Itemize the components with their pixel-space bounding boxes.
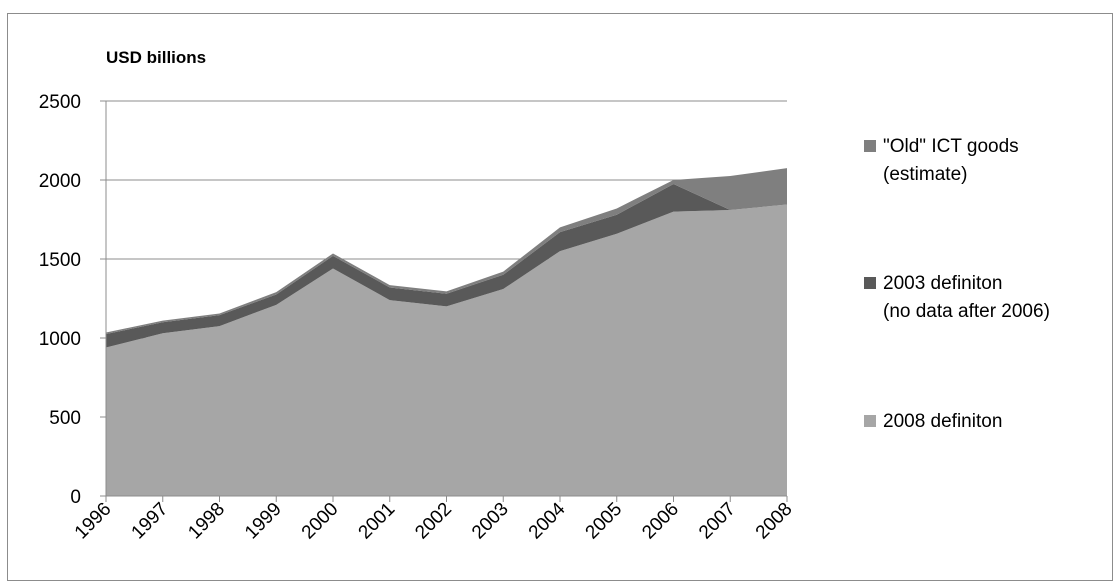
x-tick-label: 2002	[411, 499, 456, 544]
y-tick-label: 1000	[39, 329, 81, 350]
x-tick-labels: 1996 1997 1998 1999 2000 2001 2002 2003 2004 2005…	[71, 498, 797, 543]
y-tick-label: 500	[49, 408, 81, 429]
area-series-2	[106, 168, 787, 335]
legend-swatch	[864, 140, 876, 152]
legend-swatch	[864, 277, 876, 289]
y-tick-label: 2000	[39, 171, 81, 192]
legend-label: 2008 definiton	[883, 411, 1002, 432]
y-tick-labels: 0 500 1000 1500 2000 2500	[39, 92, 81, 508]
x-tick-label: 2005	[582, 499, 627, 544]
x-tick-label: 2007	[695, 499, 740, 544]
x-tick-label: 2008	[752, 499, 797, 544]
legend-swatch	[864, 415, 876, 427]
axes	[100, 100, 788, 502]
x-tick-label: 2006	[638, 499, 683, 544]
x-tick-label: 2000	[298, 499, 343, 544]
x-tick-label: 2004	[525, 498, 570, 543]
area-series-0	[106, 204, 787, 497]
x-tick-label: 2003	[468, 499, 513, 544]
y-tick-label: 0	[70, 487, 81, 508]
legend-label: 2003 definiton (no data after 2006)	[883, 273, 1050, 322]
x-tick-label: 2001	[355, 499, 400, 544]
y-tick-label: 1500	[39, 250, 81, 271]
area-series	[106, 168, 787, 497]
y-tick-label: 2500	[39, 92, 81, 113]
x-tick-label: 1999	[241, 499, 286, 544]
x-tick-label: 1998	[184, 499, 229, 544]
area-series-1	[106, 183, 787, 348]
legend-label: "Old" ICT goods (estimate)	[883, 136, 1019, 185]
legend: "Old" ICT goods (estimate) 2003 definiton(…	[864, 136, 1050, 432]
x-tick-label: 1997	[128, 499, 173, 544]
y-axis-unit-label: USD billions	[106, 48, 206, 67]
